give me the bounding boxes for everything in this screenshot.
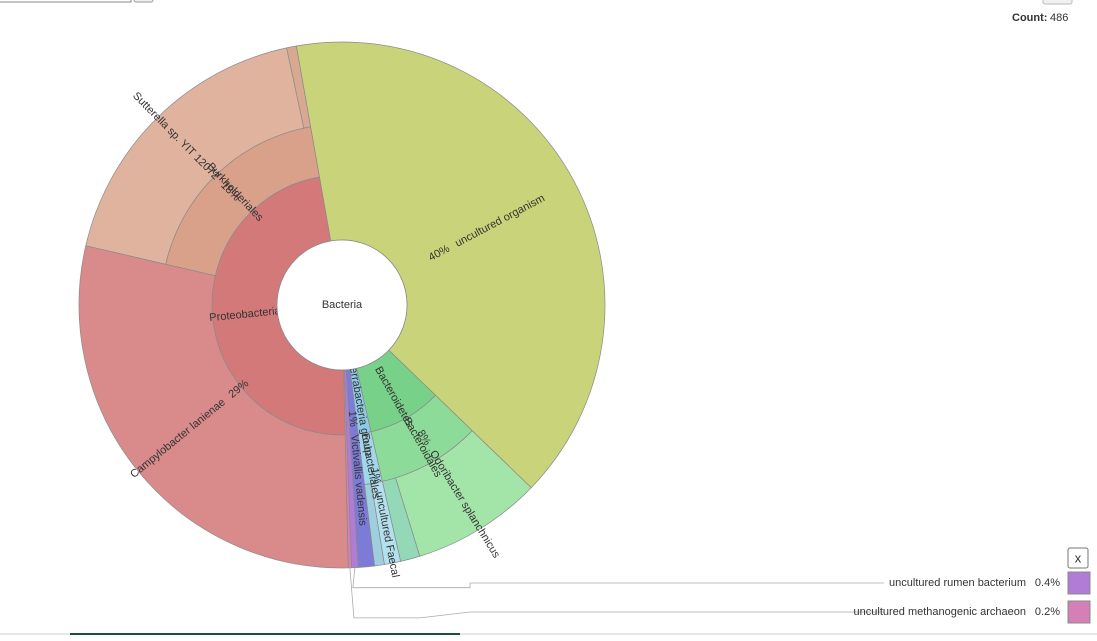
center-label: Bacteria [322, 299, 363, 311]
legend-value: 0.4% [1035, 577, 1060, 589]
callout-line [352, 567, 884, 589]
node-value-label: 1% [368, 467, 383, 485]
close-label[interactable]: x [1075, 550, 1082, 565]
search-button[interactable] [133, 0, 154, 3]
legend-value: 0.2% [1035, 606, 1060, 618]
close-button[interactable] [1067, 547, 1089, 569]
leaf-wedge [78, 245, 349, 569]
center-hole [276, 239, 408, 371]
legend-swatch [1067, 600, 1091, 624]
node-value-label: 1% [346, 410, 359, 427]
legend-name: uncultured methanogenic archaeon [854, 606, 1026, 618]
legend-name: uncultured rumen bacterium [889, 577, 1026, 589]
legend-swatch [1067, 571, 1091, 595]
search-input[interactable] [0, 0, 132, 3]
count-value: 486 [1050, 12, 1068, 24]
callout-line [349, 567, 884, 619]
menu-button[interactable] [1042, 0, 1073, 5]
leaf-wedge [286, 45, 311, 129]
count-label: Count: [1012, 12, 1047, 24]
